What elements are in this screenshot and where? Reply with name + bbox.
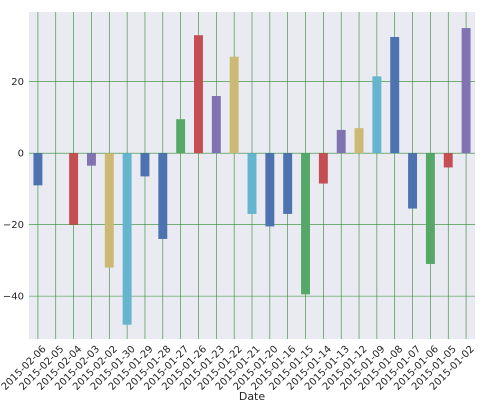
bar [461,28,471,154]
bar [354,128,364,154]
bar [443,153,453,168]
bar [176,119,186,154]
bar [104,153,114,268]
bar [372,76,382,154]
bar [425,153,435,264]
bar [318,153,328,184]
bar [140,153,150,177]
bar [247,153,257,214]
bar [336,129,346,154]
bar [194,35,203,154]
bar [33,153,43,186]
bar [211,95,221,154]
bars [33,28,471,325]
bar [301,153,310,295]
y-tick-label: 20 [11,77,24,88]
bar [265,153,275,227]
y-tick-label: −20 [3,220,24,231]
bar [158,153,168,239]
bar [69,153,79,225]
y-axis-ticks: −40 −20 0 20 [3,77,24,302]
y-tick-label: −40 [3,292,24,303]
x-axis-ticks: 2015-02-062015-02-052015-02-042015-02-03… [0,344,477,393]
bar [283,153,293,214]
x-axis-title: Date [239,390,266,403]
bar [390,37,400,154]
bar [86,153,96,166]
bar [122,153,132,325]
y-tick-label: 0 [18,149,24,160]
bar [229,56,239,154]
bar [408,153,418,209]
